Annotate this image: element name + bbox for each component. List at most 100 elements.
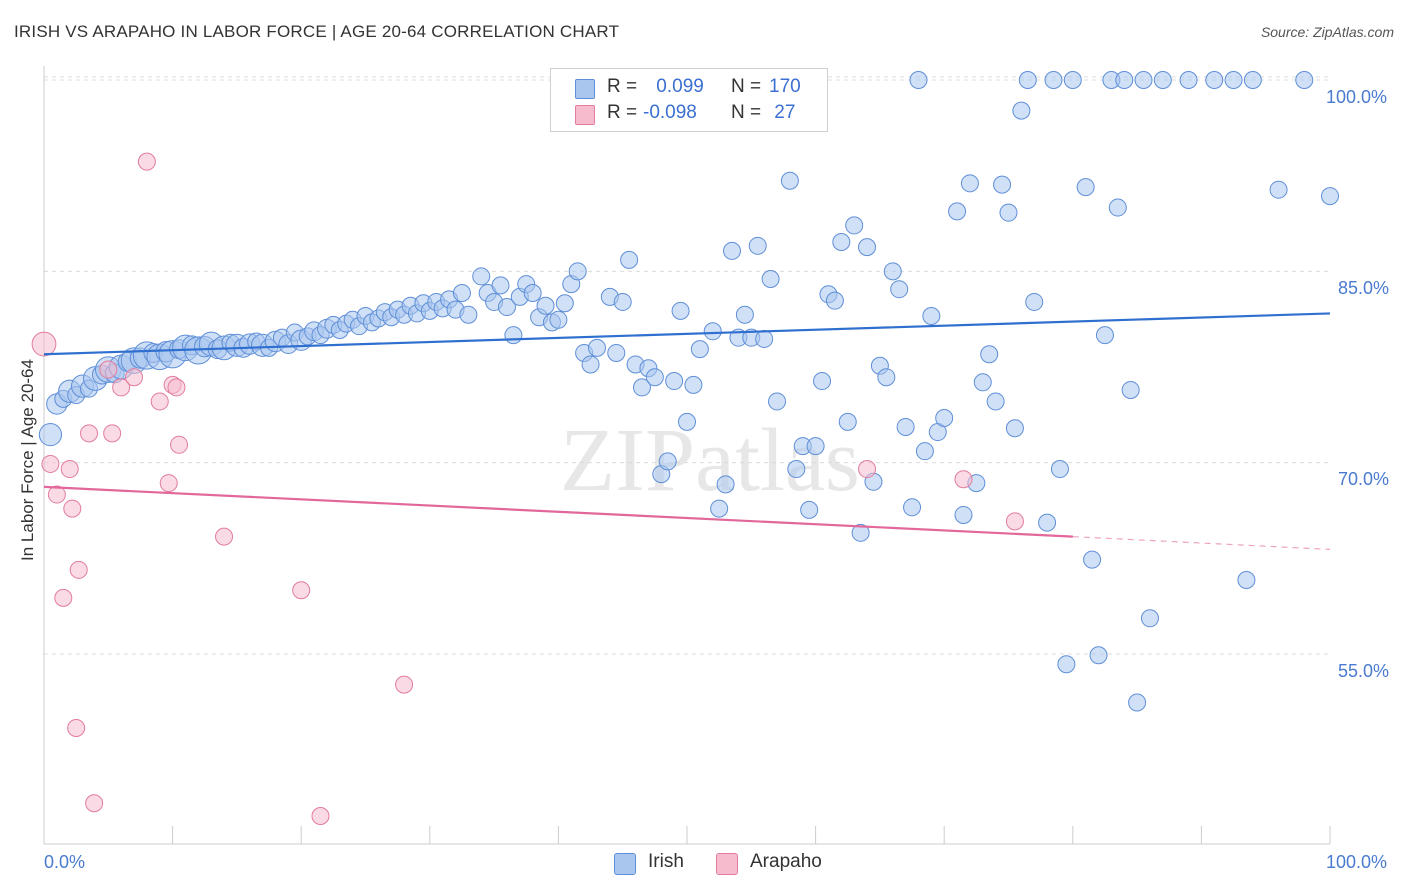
- source-label: Source: ZipAtlas.com: [1260, 24, 1394, 40]
- arapaho-point: [103, 424, 122, 443]
- irish-point: [748, 236, 767, 255]
- irish-point: [536, 296, 555, 315]
- arapaho-points: [31, 152, 1024, 825]
- arapaho-point: [1005, 512, 1024, 531]
- irish-point: [1224, 71, 1243, 89]
- irish-point: [800, 500, 819, 519]
- arapaho-swatch: [575, 105, 595, 125]
- irish-point: [755, 329, 774, 348]
- y-axis-label: In Labor Force | Age 20-64: [18, 359, 37, 561]
- stats-legend: R = 0.099 N = 170 R = -0.098 N = 27: [550, 68, 828, 132]
- irish-point: [1140, 609, 1159, 628]
- irish-point: [1205, 71, 1224, 89]
- irish-point: [472, 267, 491, 286]
- irish-point: [1057, 655, 1076, 674]
- irish-point: [678, 412, 696, 431]
- irish-point: [1269, 180, 1288, 199]
- irish-point: [1038, 513, 1057, 532]
- irish-point: [38, 423, 63, 447]
- arapaho-n-label: N =: [731, 102, 767, 123]
- axes: [43, 66, 1331, 845]
- irish-point: [716, 475, 735, 494]
- irish-point: [806, 437, 825, 456]
- arapaho-point: [112, 378, 131, 397]
- irish-point: [613, 292, 632, 311]
- irish-point: [620, 250, 639, 269]
- irish-swatch: [575, 79, 595, 99]
- irish-point: [587, 338, 606, 357]
- irish-point: [883, 262, 902, 281]
- irish-point: [1108, 198, 1127, 217]
- irish-point: [825, 291, 844, 310]
- irish-point: [877, 368, 896, 387]
- arapaho-point: [63, 499, 82, 518]
- irish-point: [1179, 71, 1198, 89]
- irish-point: [459, 305, 478, 324]
- irish-point: [1018, 71, 1037, 89]
- irish-point: [935, 409, 954, 428]
- irish-point: [1237, 571, 1256, 590]
- irish-point: [780, 171, 799, 190]
- irish-trend-line: [43, 312, 1331, 356]
- irish-point: [1025, 292, 1044, 311]
- arapaho-n-value: 27: [769, 102, 796, 123]
- irish-point: [710, 499, 729, 518]
- irish-point: [723, 241, 742, 260]
- irish-point: [1044, 71, 1063, 89]
- irish-point: [690, 340, 709, 359]
- irish-point: [671, 301, 690, 320]
- x-tick-100: 100.0%: [1326, 852, 1388, 872]
- irish-point: [838, 412, 857, 431]
- arapaho-point: [150, 392, 169, 411]
- irish-point: [1121, 380, 1140, 399]
- arapaho-point: [170, 435, 189, 454]
- irish-r-value: 0.099: [651, 76, 704, 97]
- irish-legend-label: Irish: [648, 851, 684, 872]
- irish-point: [658, 452, 677, 471]
- y-tick-70: 70.0%: [1338, 469, 1390, 489]
- irish-point: [986, 392, 1005, 411]
- irish-point: [568, 262, 587, 281]
- irish-point: [523, 284, 542, 303]
- irish-point: [858, 238, 877, 257]
- irish-point: [909, 71, 928, 89]
- arapaho-point: [954, 470, 973, 489]
- irish-point: [768, 392, 787, 411]
- irish-point: [555, 294, 574, 313]
- irish-point: [948, 202, 967, 221]
- irish-point: [645, 368, 664, 387]
- irish-legend-swatch: [614, 853, 636, 875]
- y-tick-55: 55.0%: [1338, 661, 1390, 681]
- arapaho-r-value: -0.098: [643, 102, 697, 123]
- watermark: ZIPatlas: [560, 411, 860, 510]
- irish-point: [845, 216, 864, 235]
- irish-point: [452, 284, 471, 303]
- chart-title: IRISH VS ARAPAHO IN LABOR FORCE | AGE 20…: [14, 22, 620, 41]
- irish-point: [851, 523, 870, 542]
- arapaho-point: [80, 424, 99, 443]
- irish-point: [581, 355, 600, 374]
- arapaho-point: [215, 527, 234, 546]
- irish-point: [915, 442, 934, 461]
- arapaho-point: [137, 152, 156, 171]
- arapaho-trend-extension: [1072, 536, 1331, 551]
- irish-point: [832, 232, 851, 251]
- arapaho-legend-label: Arapaho: [750, 851, 822, 872]
- irish-point: [993, 175, 1012, 194]
- irish-point: [1012, 101, 1031, 120]
- irish-point: [491, 276, 510, 295]
- arapaho-trend-line: [43, 485, 1073, 538]
- irish-point: [607, 343, 626, 362]
- irish-point: [504, 326, 523, 345]
- irish-point: [903, 498, 922, 517]
- arapaho-point: [311, 806, 330, 825]
- irish-point: [1295, 71, 1314, 89]
- irish-r-label: R =: [607, 76, 643, 97]
- irish-point: [960, 174, 979, 193]
- y-tick-85: 85.0%: [1338, 278, 1390, 298]
- irish-point: [1128, 693, 1147, 712]
- irish-point: [1243, 71, 1262, 89]
- irish-point: [1321, 187, 1339, 206]
- irish-point: [1005, 419, 1024, 438]
- arapaho-point: [85, 794, 104, 813]
